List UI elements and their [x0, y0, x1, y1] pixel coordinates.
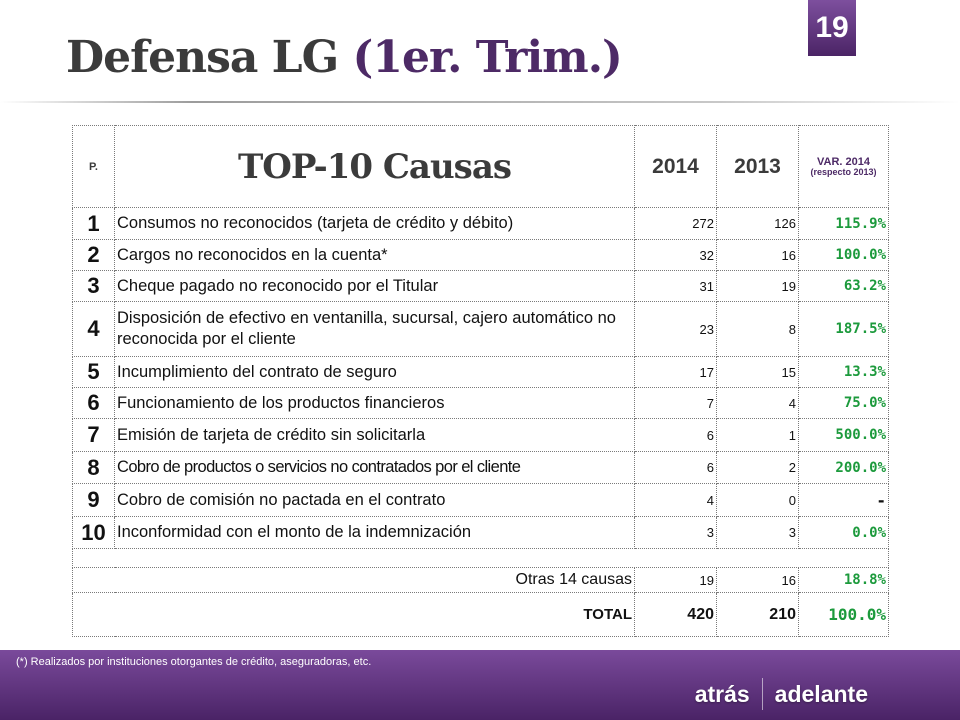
- row-value-2013: 2: [716, 451, 799, 484]
- row-variation: 187.5%: [798, 301, 889, 357]
- row-rank: 6: [72, 387, 115, 419]
- row-variation: 75.0%: [798, 387, 889, 419]
- footer-bar: (*) Realizados por instituciones otorgan…: [0, 650, 960, 720]
- row-cause: Disposición de efectivo en ventanilla, s…: [114, 301, 635, 357]
- other-variation: 18.8%: [798, 567, 889, 593]
- row-value-2013: 16: [716, 239, 799, 271]
- row-variation: 115.9%: [798, 207, 889, 240]
- slide-title-main: Defensa LG: [66, 32, 339, 83]
- table-row: 6 Funcionamiento de los productos financ…: [72, 387, 889, 419]
- row-variation: -: [798, 483, 889, 517]
- row-variation: 13.3%: [798, 356, 889, 388]
- row-value-2013: 15: [716, 356, 799, 388]
- row-rank: 5: [72, 356, 115, 388]
- row-value-2013: 4: [716, 387, 799, 419]
- table-header-row: P. TOP-10 Causas 2014 2013 VAR. 2014 (re…: [72, 125, 889, 208]
- total-value-2013: 210: [716, 592, 799, 637]
- row-value-2014: 31: [634, 270, 717, 302]
- footnote: (*) Realizados por instituciones otorgan…: [16, 656, 372, 668]
- row-rank: 4: [72, 301, 115, 357]
- row-value-2014: 7: [634, 387, 717, 419]
- row-value-2014: 6: [634, 451, 717, 484]
- row-cause: Consumos no reconocidos (tarjeta de créd…: [114, 207, 635, 240]
- row-cause: Inconformidad con el monto de la indemni…: [114, 516, 635, 549]
- table-row: 4 Disposición de efectivo en ventanilla,…: [72, 301, 889, 357]
- header-variation: VAR. 2014 (respecto 2013): [798, 125, 889, 208]
- row-rank: 10: [72, 516, 115, 549]
- total-row: TOTAL 420 210 100.0%: [72, 592, 889, 637]
- other-causes-label: Otras 14 causas: [72, 567, 635, 593]
- row-value-2013: 126: [716, 207, 799, 240]
- nav-divider: [761, 678, 763, 710]
- table-row: 7 Emisión de tarjeta de crédito sin soli…: [72, 418, 889, 452]
- row-variation: 500.0%: [798, 418, 889, 452]
- row-variation: 0.0%: [798, 516, 889, 549]
- row-variation: 100.0%: [798, 239, 889, 271]
- row-rank: 7: [72, 418, 115, 452]
- slide-navigation: atrás adelante: [691, 678, 872, 710]
- row-rank: 9: [72, 483, 115, 517]
- row-cause: Cheque pagado no reconocido por el Titul…: [114, 270, 635, 302]
- other-causes-row: Otras 14 causas 19 16 18.8%: [72, 567, 889, 593]
- spacer-cell: [72, 548, 889, 568]
- row-value-2014: 23: [634, 301, 717, 357]
- row-value-2013: 1: [716, 418, 799, 452]
- table-row: 2 Cargos no reconocidos en la cuenta* 32…: [72, 239, 889, 271]
- row-value-2014: 3: [634, 516, 717, 549]
- row-variation: 200.0%: [798, 451, 889, 484]
- back-button[interactable]: atrás: [694, 680, 750, 707]
- row-cause: Funcionamiento de los productos financie…: [114, 387, 635, 419]
- slide-title-period: (1er. Trim.): [352, 32, 623, 83]
- header-variation-title: VAR. 2014: [817, 155, 870, 168]
- row-value-2013: 0: [716, 483, 799, 517]
- total-value-2014: 420: [634, 592, 717, 637]
- row-value-2013: 19: [716, 270, 799, 302]
- header-variation-subtitle: (respecto 2013): [810, 166, 877, 177]
- row-rank: 8: [72, 451, 115, 484]
- row-rank: 3: [72, 270, 115, 302]
- row-value-2014: 32: [634, 239, 717, 271]
- row-rank: 1: [72, 207, 115, 240]
- row-rank: 2: [72, 239, 115, 271]
- row-value-2014: 17: [634, 356, 717, 388]
- next-button[interactable]: adelante: [774, 680, 868, 707]
- header-year-2013: 2013: [716, 125, 799, 208]
- row-value-2013: 3: [716, 516, 799, 549]
- table-row: 1 Consumos no reconocidos (tarjeta de cr…: [72, 207, 889, 240]
- header-top-causes: TOP-10 Causas: [114, 125, 635, 208]
- table-row: 10 Inconformidad con el monto de la inde…: [72, 516, 889, 549]
- row-cause: Emisión de tarjeta de crédito sin solici…: [114, 418, 635, 452]
- row-value-2014: 4: [634, 483, 717, 517]
- row-value-2014: 272: [634, 207, 717, 240]
- spacer-row: [72, 548, 889, 568]
- row-value-2014: 6: [634, 418, 717, 452]
- header-position: P.: [72, 125, 115, 208]
- table-row: 9 Cobro de comisión no pactada en el con…: [72, 483, 889, 517]
- row-cause: Cobro de comisión no pactada en el contr…: [114, 483, 635, 517]
- row-variation: 63.2%: [798, 270, 889, 302]
- top-causes-table: P. TOP-10 Causas 2014 2013 VAR. 2014 (re…: [72, 125, 889, 637]
- table-row: 5 Incumplimiento del contrato de seguro …: [72, 356, 889, 388]
- row-cause: Cobro de productos o servicios no contra…: [114, 451, 635, 484]
- other-value-2014: 19: [634, 567, 717, 593]
- page-number-badge: 19: [808, 0, 856, 56]
- table-row: 3 Cheque pagado no reconocido por el Tit…: [72, 270, 889, 302]
- row-value-2013: 8: [716, 301, 799, 357]
- title-divider: [0, 101, 960, 103]
- slide-title: Defensa LG (1er. Trim.): [66, 32, 623, 83]
- other-value-2013: 16: [716, 567, 799, 593]
- row-cause: Incumplimiento del contrato de seguro: [114, 356, 635, 388]
- header-year-2014: 2014: [634, 125, 717, 208]
- total-label: TOTAL: [72, 592, 635, 637]
- table-row: 8 Cobro de productos o servicios no cont…: [72, 451, 889, 484]
- row-cause: Cargos no reconocidos en la cuenta*: [114, 239, 635, 271]
- total-variation: 100.0%: [798, 592, 889, 637]
